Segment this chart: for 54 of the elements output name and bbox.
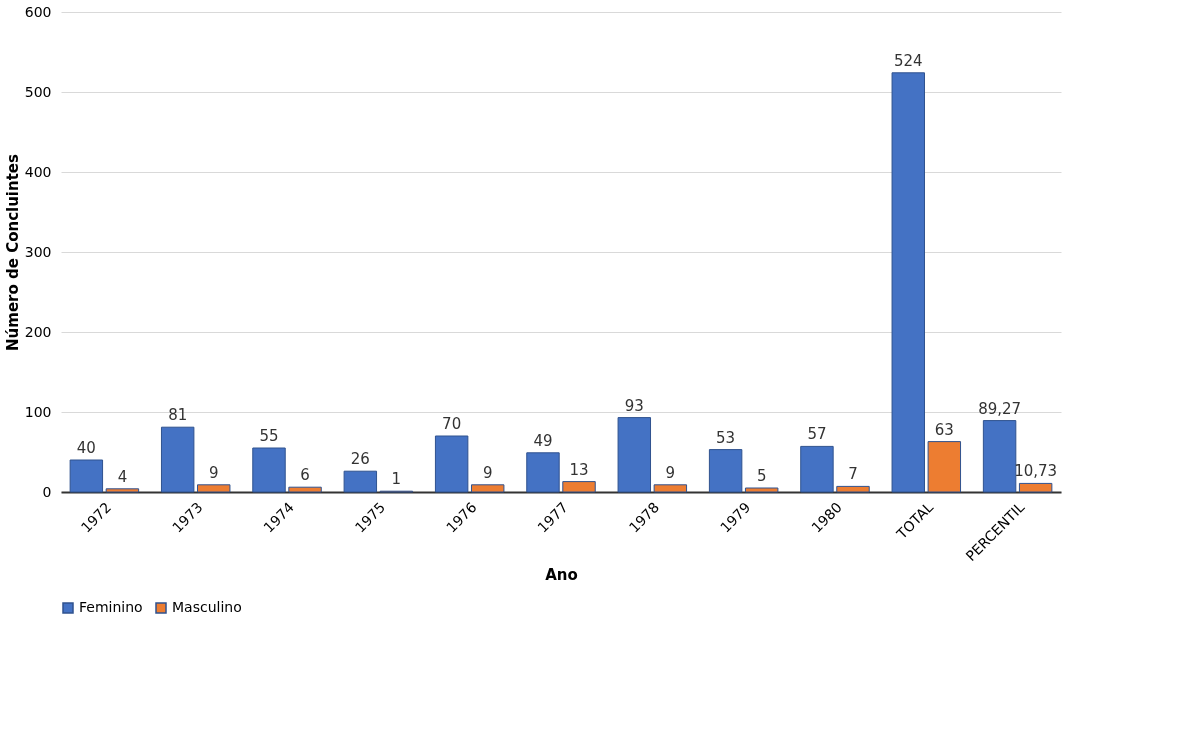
data-label: 93 [624,396,644,415]
data-label: 9 [208,463,219,482]
bar [470,484,505,493]
bar [288,486,322,493]
data-label: 53 [716,428,736,447]
bar [617,417,652,493]
data-label: 5 [756,467,767,485]
bar [800,445,834,493]
legend-label: Masculino [172,599,242,615]
y-tick-label: 300 [24,243,52,260]
data-label: 9 [665,463,676,482]
bar [744,487,779,493]
legend-label: Feminino [79,599,143,615]
data-label: 63 [934,420,954,439]
y-axis-title: Número de Concluintes [3,153,22,351]
x-axis-title: Ano [545,566,578,585]
bar [927,441,962,493]
bar [252,447,286,493]
data-label: 81 [168,406,188,425]
data-label: 40 [76,439,96,457]
bar [1018,482,1053,493]
y-tick-label: 200 [24,323,52,340]
bar [653,484,688,493]
data-label: 26 [350,450,370,469]
data-label: 10,73 [1014,462,1058,481]
bar [526,452,560,493]
y-tick-label: 100 [24,403,52,420]
bar [197,484,231,493]
data-label: 6 [300,466,310,485]
bar [343,470,378,493]
bar [105,488,140,493]
bar [891,72,925,493]
bar [708,449,743,493]
bar [69,459,104,493]
data-label: 7 [848,465,858,484]
y-tick-label: 500 [24,83,52,100]
bar [562,481,596,493]
data-label: 524 [893,51,923,70]
bar [836,485,870,493]
data-label: 55 [259,427,279,445]
bar [982,420,1017,493]
y-tick-label: 0 [42,483,52,500]
data-label: 13 [569,460,589,479]
data-label: 9 [482,463,493,482]
bar [434,435,469,493]
bar [160,426,195,493]
y-tick-label: 600 [24,3,52,20]
data-label: 4 [117,467,128,486]
data-label: 49 [533,431,553,450]
data-label: 70 [442,415,462,433]
data-label: 89,27 [978,399,1022,418]
data-label: 57 [807,425,827,444]
data-label: 1 [391,470,402,489]
y-tick-label: 400 [24,163,52,180]
